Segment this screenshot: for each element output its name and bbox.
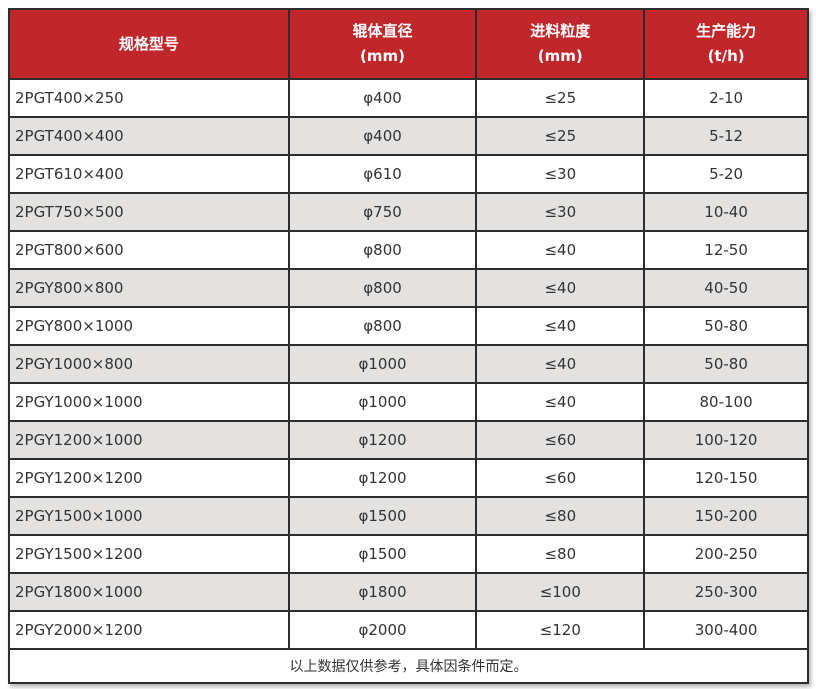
spec-table: 规格型号 辊体直径 (mm) 进料粒度 (mm) 生产能力 (t/h) 2PGT… [8,8,809,684]
header-feed-size-unit: (mm) [537,47,583,65]
cell-model: 2PGY2000×1200 [8,610,290,650]
header-model: 规格型号 [8,8,290,80]
spec-table-container: 规格型号 辊体直径 (mm) 进料粒度 (mm) 生产能力 (t/h) 2PGT… [8,8,809,684]
cell-model: 2PGT400×400 [8,116,290,156]
cell-model: 2PGY1500×1200 [8,534,290,574]
cell-model: 2PGY1500×1000 [8,496,290,536]
cell-feed-size: ≤30 [475,192,646,232]
cell-model: 2PGY1000×1000 [8,382,290,422]
cell-model: 2PGT400×250 [8,78,290,118]
table-row: 2PGT400×400 φ400 ≤25 5-12 [8,116,809,156]
cell-capacity: 120-150 [643,458,809,498]
header-capacity: 生产能力 (t/h) [643,8,809,80]
cell-feed-size: ≤30 [475,154,646,194]
cell-diameter: φ2000 [287,610,478,650]
header-roller-diameter: 辊体直径 (mm) [287,8,478,80]
cell-diameter: φ1000 [287,344,478,384]
cell-capacity: 40-50 [643,268,809,308]
cell-capacity: 50-80 [643,344,809,384]
header-model-label: 规格型号 [118,34,179,53]
header-row: 规格型号 辊体直径 (mm) 进料粒度 (mm) 生产能力 (t/h) [8,8,809,80]
cell-feed-size: ≤40 [475,230,646,270]
cell-feed-size: ≤60 [475,420,646,460]
table-row: 2PGT400×250 φ400 ≤25 2-10 [8,78,809,118]
cell-capacity: 5-20 [643,154,809,194]
cell-diameter: φ750 [287,192,478,232]
cell-capacity: 2-10 [643,78,809,118]
table-row: 2PGY1800×1000 φ1800 ≤100 250-300 [8,572,809,612]
cell-model: 2PGY1800×1000 [8,572,290,612]
cell-capacity: 12-50 [643,230,809,270]
cell-feed-size: ≤25 [475,116,646,156]
cell-diameter: φ1000 [287,382,478,422]
cell-capacity: 5-12 [643,116,809,156]
cell-feed-size: ≤40 [475,268,646,308]
table-row: 2PGY1200×1200 φ1200 ≤60 120-150 [8,458,809,498]
cell-model: 2PGY800×800 [8,268,290,308]
table-row: 2PGY1000×800 φ1000 ≤40 50-80 [8,344,809,384]
table-row: 2PGY800×800 φ800 ≤40 40-50 [8,268,809,308]
table-row: 2PGT750×500 φ750 ≤30 10-40 [8,192,809,232]
footer-note: 以上数据仅供参考，具体因条件而定。 [8,648,809,684]
cell-feed-size: ≤25 [475,78,646,118]
header-capacity-label: 生产能力 [696,22,757,40]
cell-feed-size: ≤120 [475,610,646,650]
cell-model: 2PGY1200×1000 [8,420,290,460]
cell-diameter: φ400 [287,116,478,156]
cell-diameter: φ800 [287,306,478,346]
cell-feed-size: ≤100 [475,572,646,612]
table-row: 2PGY1200×1000 φ1200 ≤60 100-120 [8,420,809,460]
footer-row: 以上数据仅供参考，具体因条件而定。 [8,648,809,684]
cell-diameter: φ610 [287,154,478,194]
cell-feed-size: ≤80 [475,534,646,574]
cell-diameter: φ1500 [287,496,478,536]
cell-model: 2PGY800×1000 [8,306,290,346]
cell-feed-size: ≤60 [475,458,646,498]
cell-capacity: 250-300 [643,572,809,612]
cell-model: 2PGT800×600 [8,230,290,270]
cell-capacity: 150-200 [643,496,809,536]
cell-capacity: 200-250 [643,534,809,574]
table-row: 2PGY2000×1200 φ2000 ≤120 300-400 [8,610,809,650]
table-row: 2PGY800×1000 φ800 ≤40 50-80 [8,306,809,346]
header-feed-size-label: 进料粒度 [530,22,591,40]
cell-capacity: 300-400 [643,610,809,650]
cell-capacity: 100-120 [643,420,809,460]
header-feed-size: 进料粒度 (mm) [475,8,646,80]
cell-model: 2PGT610×400 [8,154,290,194]
cell-feed-size: ≤80 [475,496,646,536]
cell-feed-size: ≤40 [475,344,646,384]
cell-diameter: φ800 [287,268,478,308]
table-row: 2PGY1500×1000 φ1500 ≤80 150-200 [8,496,809,536]
cell-model: 2PGT750×500 [8,192,290,232]
cell-diameter: φ1200 [287,420,478,460]
table-row: 2PGT800×600 φ800 ≤40 12-50 [8,230,809,270]
cell-capacity: 50-80 [643,306,809,346]
cell-diameter: φ1200 [287,458,478,498]
table-row: 2PGY1500×1200 φ1500 ≤80 200-250 [8,534,809,574]
header-roller-diameter-unit: (mm) [360,47,406,65]
cell-capacity: 10-40 [643,192,809,232]
cell-diameter: φ400 [287,78,478,118]
cell-diameter: φ1500 [287,534,478,574]
table-row: 2PGY1000×1000 φ1000 ≤40 80-100 [8,382,809,422]
cell-diameter: φ1800 [287,572,478,612]
header-roller-diameter-label: 辊体直径 [352,22,413,40]
cell-feed-size: ≤40 [475,382,646,422]
cell-diameter: φ800 [287,230,478,270]
cell-model: 2PGY1200×1200 [8,458,290,498]
header-capacity-unit: (t/h) [707,47,745,65]
cell-model: 2PGY1000×800 [8,344,290,384]
cell-feed-size: ≤40 [475,306,646,346]
cell-capacity: 80-100 [643,382,809,422]
table-row: 2PGT610×400 φ610 ≤30 5-20 [8,154,809,194]
